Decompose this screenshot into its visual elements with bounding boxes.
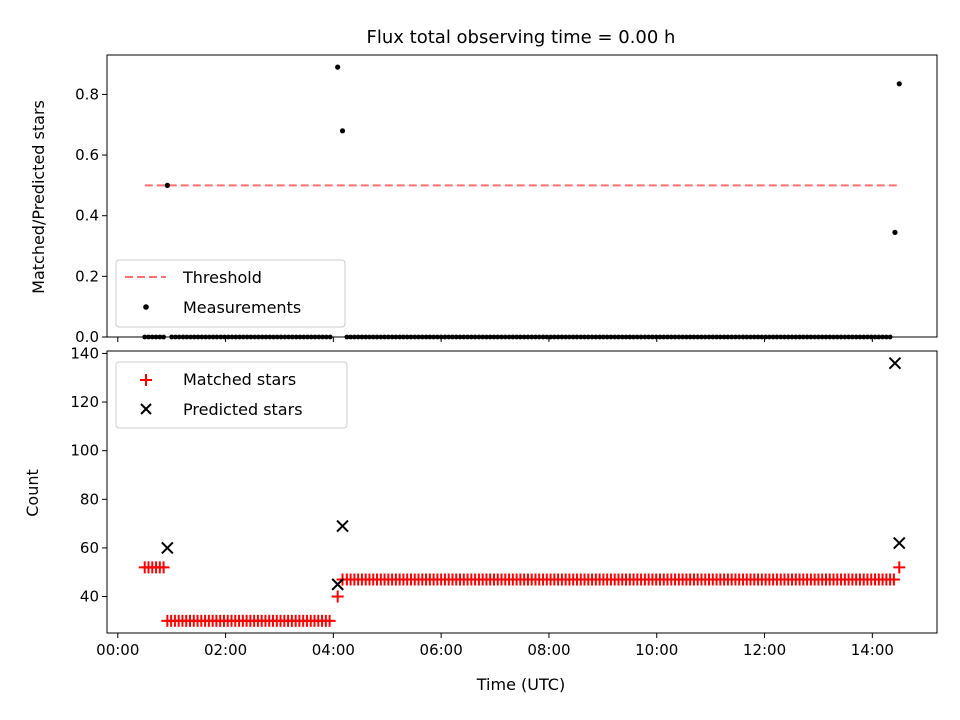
top-frame [106,54,938,338]
matched-star-marker [887,573,900,586]
top-legend-box [115,259,346,328]
measurement-point [164,182,170,188]
top-ytick-label: 0.4 [75,207,99,225]
bottom-xtick-label: 02:00 [204,641,247,659]
bottom-xtick-label: 14:00 [851,641,894,659]
matched-star-marker [331,590,344,603]
bottom-plot-marks [138,356,906,627]
matched-star-marker [893,561,906,574]
bottom-xtick-label: 00:00 [96,641,139,659]
legend-predicted-swatch [140,403,152,415]
predicted-star-marker [888,356,902,370]
measurement-point [892,229,898,235]
bottom-ytick-label: 80 [80,490,99,508]
top-axes: 0.0 0.2 0.4 0.6 0.8 [75,54,938,346]
legend-threshold-label: Threshold [182,268,262,287]
bottom-legend: Matched stars Predicted stars [115,361,348,429]
bottom-panel: Count Time (UTC) 00:00 02:00 04:00 06:00 08:… [23,344,938,694]
chart-title: Flux total observing time = 0.00 h [367,27,676,48]
bottom-ytick-label: 100 [70,442,99,460]
legend-measurements-label: Measurements [183,298,301,317]
legend-matched-label: Matched stars [183,370,296,389]
bottom-ytick-label: 40 [80,588,99,606]
measurement-point [896,81,902,87]
predicted-star-marker [336,519,349,533]
legend-measurements-swatch [143,304,149,310]
bottom-xtick-label: 10:00 [635,641,678,659]
top-ytick-label: 0.2 [75,267,99,285]
top-ytick-label: 0.0 [75,328,99,346]
predicted-star-marker [331,578,344,591]
bottom-xtick-label: 12:00 [743,641,786,659]
bottom-ytick-label: 140 [70,344,99,362]
bottom-xtick-label: 04:00 [312,641,355,659]
top-y-axis-label: Matched/Predicted stars [29,100,48,294]
bottom-frame [106,350,938,634]
top-ytick-label: 0.6 [75,146,99,164]
bottom-ytick-label: 60 [80,539,99,557]
top-panel: Flux total observing time = 0.00 h Match… [29,27,938,346]
x-axis-label: Time (UTC) [476,675,565,694]
bottom-xtick-label: 06:00 [420,641,463,659]
predicted-star-marker [893,536,906,550]
matched-star-marker [323,614,336,627]
bottom-legend-box [115,361,348,429]
top-ytick-label: 0.8 [75,85,99,103]
bottom-axes: 00:00 02:00 04:00 06:00 08:00 10:00 12:00 14:00… [70,344,938,659]
measurement-point [335,64,341,70]
bottom-y-axis-label: Count [23,469,42,517]
measurement-point [339,128,346,134]
matched-star-marker [157,561,170,574]
predicted-star-marker [161,541,174,555]
bottom-ytick-label: 120 [70,393,99,411]
bottom-xtick-label: 08:00 [527,641,570,659]
legend-predicted-label: Predicted stars [183,400,303,419]
legend-matched-swatch [140,374,152,386]
top-legend: Threshold Measurements [115,259,346,328]
